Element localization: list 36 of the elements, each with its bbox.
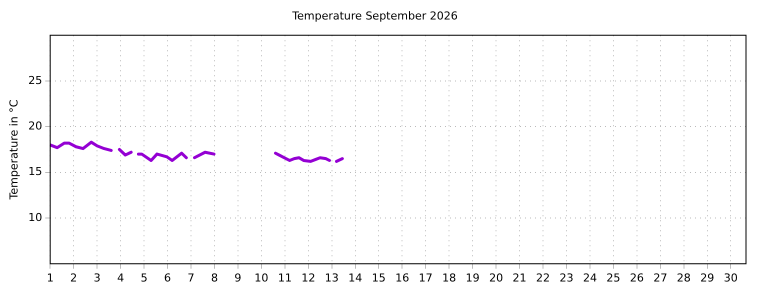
x-tick-label: 24 bbox=[582, 271, 597, 284]
y-tick-label: 10 bbox=[28, 210, 42, 224]
x-tick-label: 4 bbox=[117, 271, 124, 284]
x-tick-label: 30 bbox=[724, 271, 738, 284]
x-tick-label: 27 bbox=[653, 271, 668, 284]
x-tick-label: 10 bbox=[254, 271, 268, 284]
x-tick-label: 16 bbox=[395, 271, 410, 284]
x-tick-label: 21 bbox=[512, 271, 527, 284]
x-tick-label: 3 bbox=[94, 271, 101, 284]
x-tick-label: 20 bbox=[489, 271, 504, 284]
x-tick-label: 25 bbox=[606, 271, 620, 284]
x-tick-label: 23 bbox=[559, 271, 574, 284]
x-tick-label: 18 bbox=[442, 271, 456, 284]
x-tick-label: 28 bbox=[676, 271, 691, 284]
x-tick-label: 13 bbox=[324, 271, 339, 284]
y-axis-title: Temperature in °C bbox=[7, 99, 20, 200]
x-tick-label: 7 bbox=[188, 271, 194, 284]
x-tick-label: 6 bbox=[164, 271, 172, 284]
x-tick-label: 11 bbox=[278, 271, 292, 284]
x-tick-label: 15 bbox=[372, 271, 386, 284]
y-tick-label: 20 bbox=[28, 120, 42, 132]
y-tick-label: 15 bbox=[28, 165, 42, 178]
x-tick-label: 22 bbox=[536, 271, 550, 284]
x-tick-label: 12 bbox=[301, 271, 316, 284]
y-tick-label: 25 bbox=[28, 74, 42, 87]
x-tick-label: 2 bbox=[70, 271, 78, 284]
chart-title: Temperature September 2026 bbox=[291, 9, 458, 22]
x-tick-label: 8 bbox=[210, 271, 218, 284]
x-tick-label: 26 bbox=[630, 271, 644, 284]
x-tick-label: 1 bbox=[46, 271, 54, 284]
x-tick-label: 17 bbox=[418, 271, 433, 284]
x-tick-label: 5 bbox=[140, 271, 148, 284]
x-tick-label: 19 bbox=[466, 271, 480, 284]
x-tick-label: 29 bbox=[700, 271, 714, 284]
x-tick-label: 9 bbox=[234, 271, 242, 284]
x-tick-label: 14 bbox=[348, 271, 362, 284]
